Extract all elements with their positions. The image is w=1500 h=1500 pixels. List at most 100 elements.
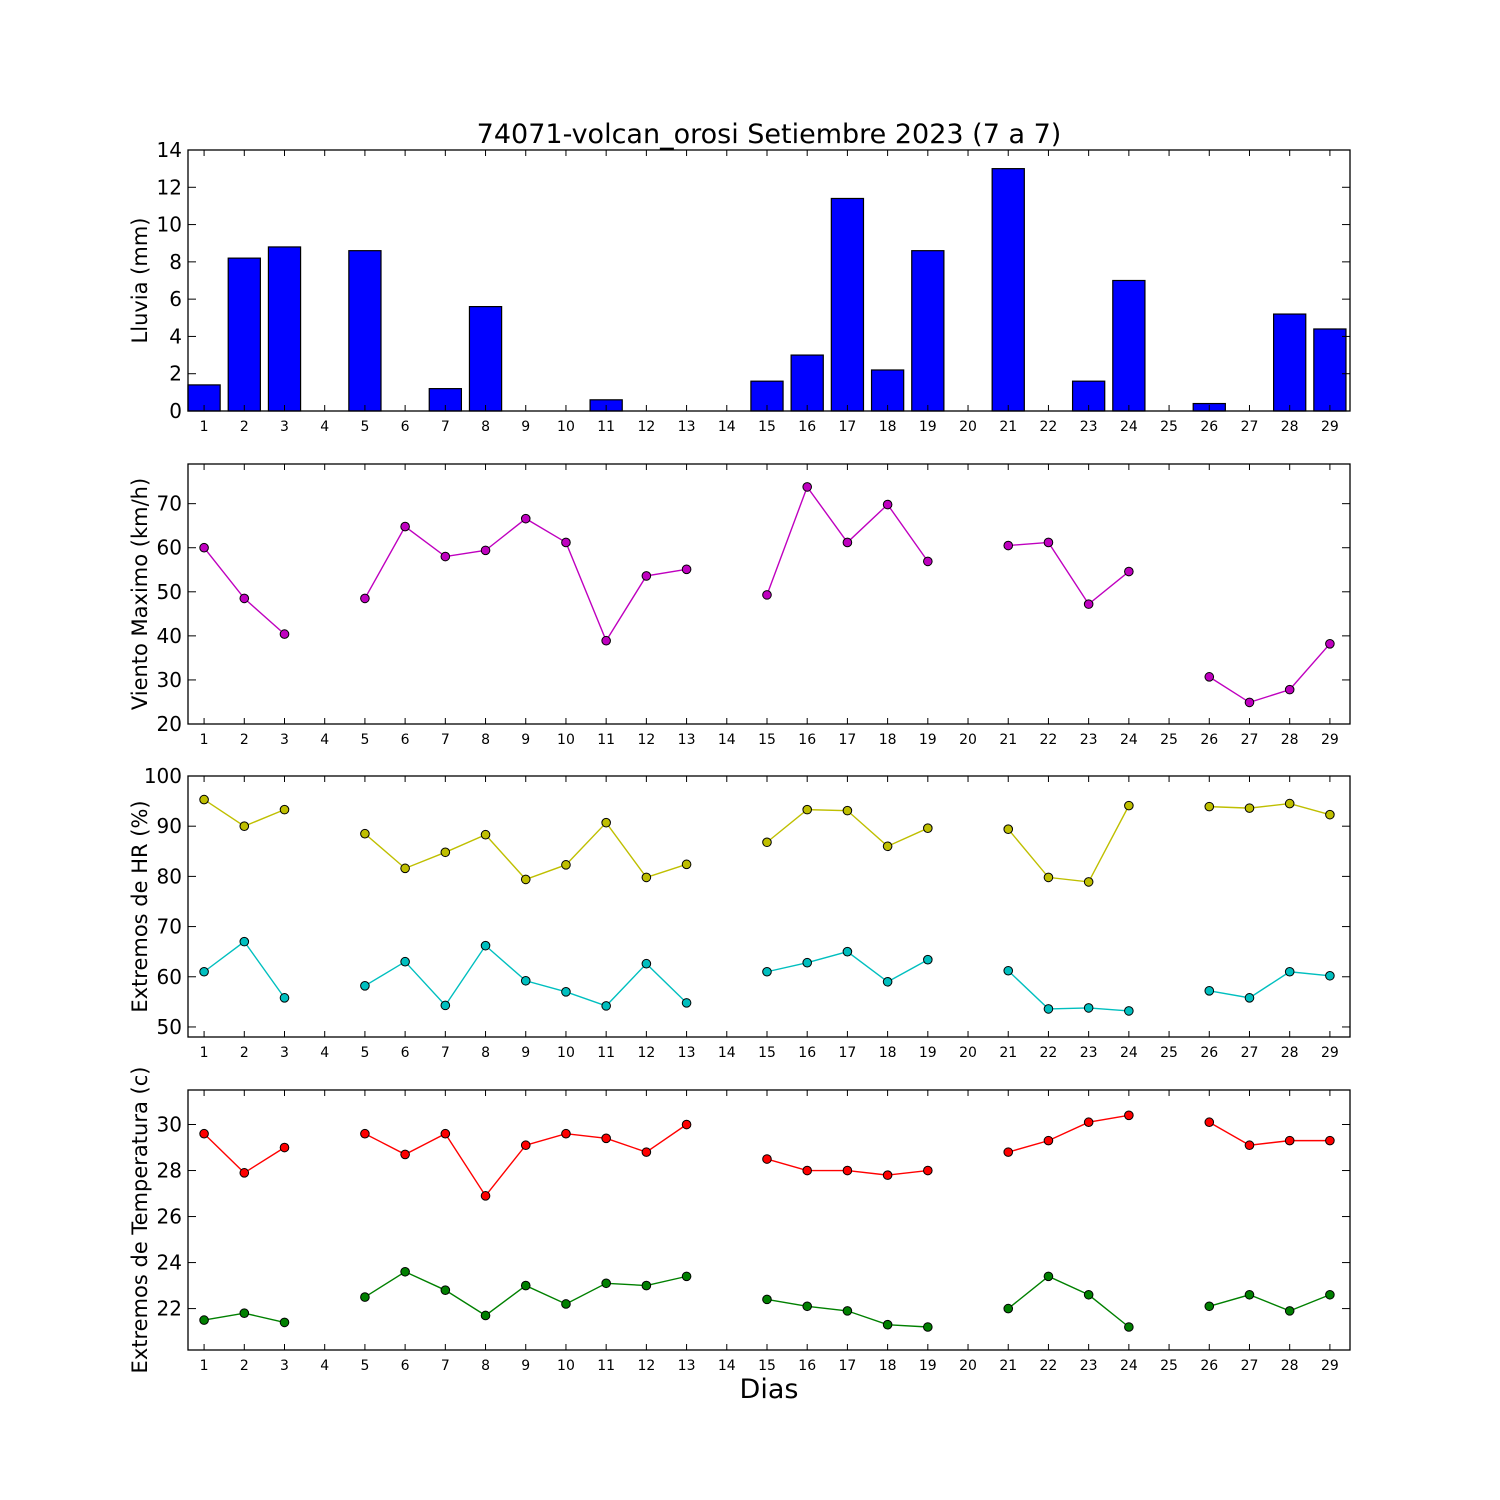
bar-day-3 <box>267 246 302 412</box>
x-tick-label: 26 <box>1200 1358 1218 1374</box>
series-line-hr-1 <box>1209 802 1331 816</box>
point-viento-1-day-5 <box>360 593 370 604</box>
x-tick-label: 13 <box>678 1358 696 1374</box>
x-tick-label: 25 <box>1160 1358 1178 1374</box>
x-tick-label: 28 <box>1281 419 1299 435</box>
x-tick-label: 2 <box>240 419 249 435</box>
point-temperatura-1-day-8 <box>480 1191 491 1201</box>
x-tick-label: 27 <box>1241 419 1259 435</box>
plot-frame <box>187 463 1351 725</box>
x-tick-label: 5 <box>360 732 369 748</box>
x-tick-label: 10 <box>557 732 575 748</box>
point-viento-1-day-28 <box>1284 684 1295 695</box>
x-tick-label: 17 <box>838 1045 856 1061</box>
point-temperatura-1-day-12 <box>641 1147 652 1157</box>
point-hr-1-day-22 <box>1043 872 1054 883</box>
x-tick-label: 8 <box>481 1045 490 1061</box>
point-hr-2-day-11 <box>601 1001 611 1011</box>
x-tick-label: 5 <box>360 1358 369 1374</box>
x-tick-label: 15 <box>758 419 776 435</box>
x-tick-label: 29 <box>1321 732 1339 748</box>
x-tick-label: 29 <box>1321 1045 1339 1061</box>
point-temperatura-2-day-27 <box>1244 1289 1255 1300</box>
x-tick-label: 2 <box>240 1045 249 1061</box>
point-temperatura-1-day-24 <box>1124 1110 1134 1121</box>
point-hr-1-day-19 <box>923 823 933 834</box>
x-tick-label: 6 <box>401 419 410 435</box>
x-tick-label: 11 <box>597 1358 615 1374</box>
series-line-hr-2 <box>1007 970 1129 1012</box>
x-tick-label: 20 <box>959 419 977 435</box>
x-tick-label: 19 <box>919 1045 937 1061</box>
chart-title: 74071-volcan_orosi Setiembre 2023 (7 a 7… <box>477 119 1062 150</box>
y-tick-label: 80 <box>157 864 182 888</box>
x-axis-title: Dias <box>740 1374 799 1405</box>
x-tick-label: 5 <box>360 1045 369 1061</box>
x-tick-label: 2 <box>240 1358 249 1374</box>
point-hr-1-day-9 <box>520 874 531 885</box>
x-tick-label: 13 <box>678 732 696 748</box>
x-tick-label: 28 <box>1281 1045 1299 1061</box>
x-tick-label: 26 <box>1200 1045 1218 1061</box>
point-temperatura-2-day-13 <box>681 1271 692 1282</box>
x-tick-label: 14 <box>718 1358 736 1374</box>
x-tick-label: 16 <box>798 1045 816 1061</box>
point-hr-2-day-5 <box>360 981 370 991</box>
x-tick-label: 12 <box>637 1045 655 1061</box>
point-temperatura-1-day-29 <box>1325 1135 1335 1146</box>
point-temperatura-2-day-22 <box>1043 1271 1054 1282</box>
x-tick-label: 18 <box>879 419 897 435</box>
point-temperatura-1-day-9 <box>520 1140 531 1151</box>
point-hr-2-day-2 <box>239 936 250 947</box>
point-viento-1-day-12 <box>641 571 652 581</box>
x-tick-label: 21 <box>999 1045 1017 1061</box>
point-viento-1-day-15 <box>762 590 772 600</box>
point-viento-1-day-11 <box>601 635 611 646</box>
point-viento-1-day-29 <box>1325 638 1335 649</box>
x-tick-label: 10 <box>557 419 575 435</box>
y-axis-title-lluvia: Lluvia (mm) <box>128 218 152 344</box>
x-tick-label: 9 <box>521 732 530 748</box>
point-viento-1-day-3 <box>279 629 290 639</box>
x-tick-label: 24 <box>1120 732 1138 748</box>
x-tick-label: 17 <box>838 419 856 435</box>
point-temperatura-1-day-3 <box>279 1142 290 1153</box>
x-tick-label: 11 <box>597 732 615 748</box>
bar-day-8 <box>468 306 503 412</box>
bar-day-21 <box>991 168 1025 412</box>
series-line-temperatura-1 <box>1008 1114 1129 1153</box>
x-tick-label: 24 <box>1120 1045 1138 1061</box>
x-tick-label: 24 <box>1120 419 1138 435</box>
point-temperatura-2-day-5 <box>360 1292 370 1302</box>
point-hr-2-day-15 <box>762 966 772 977</box>
x-tick-label: 20 <box>959 732 977 748</box>
point-temperatura-2-day-3 <box>279 1317 290 1328</box>
point-hr-2-day-27 <box>1244 993 1255 1003</box>
point-hr-2-day-24 <box>1124 1006 1134 1016</box>
point-viento-1-day-23 <box>1083 599 1094 609</box>
point-hr-2-day-18 <box>882 976 893 987</box>
x-tick-label: 3 <box>280 1358 289 1374</box>
y-tick-label: 26 <box>157 1205 182 1229</box>
x-tick-label: 8 <box>481 1358 490 1374</box>
x-tick-label: 23 <box>1080 1358 1098 1374</box>
point-temperatura-1-day-10 <box>561 1128 571 1139</box>
point-temperatura-2-day-9 <box>520 1280 531 1291</box>
point-temperatura-2-day-16 <box>802 1301 812 1312</box>
point-hr-2-day-17 <box>842 946 853 957</box>
bar-day-5 <box>348 250 382 412</box>
point-temperatura-1-day-27 <box>1244 1140 1255 1151</box>
x-tick-label: 4 <box>320 732 329 748</box>
point-hr-2-day-1 <box>199 966 209 977</box>
point-viento-1-day-22 <box>1043 537 1054 548</box>
x-tick-label: 9 <box>521 419 530 435</box>
point-hr-1-day-26 <box>1204 801 1215 812</box>
x-tick-label: 21 <box>999 1358 1017 1374</box>
point-temperatura-2-day-12 <box>641 1280 652 1291</box>
y-tick-label: 90 <box>157 814 182 838</box>
y-tick-label: 60 <box>157 965 182 989</box>
point-hr-1-day-18 <box>882 841 893 852</box>
point-hr-1-day-16 <box>802 804 812 815</box>
